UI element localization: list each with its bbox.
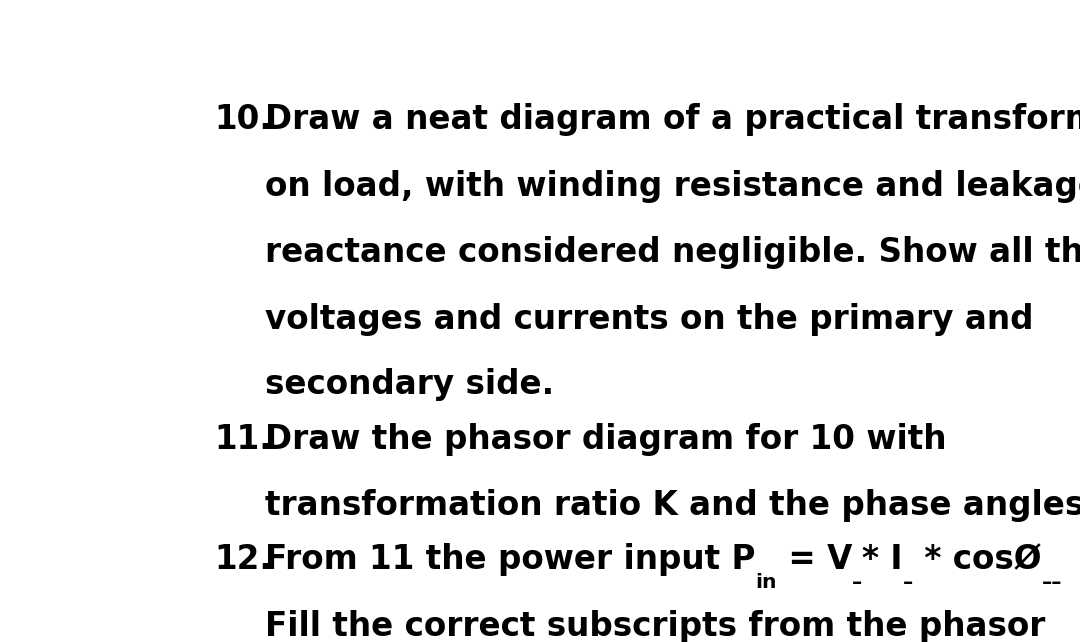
Text: = V: = V (777, 543, 852, 576)
Text: 10.: 10. (215, 103, 272, 136)
Text: transformation ratio K and the phase angles.: transformation ratio K and the phase ang… (265, 489, 1080, 521)
Text: * I: * I (862, 543, 903, 576)
Text: 11.: 11. (215, 423, 272, 456)
Text: secondary side.: secondary side. (265, 369, 554, 401)
Text: Draw a neat diagram of a practical transformer: Draw a neat diagram of a practical trans… (265, 103, 1080, 136)
Text: reactance considered negligible. Show all the: reactance considered negligible. Show al… (265, 236, 1080, 270)
Text: on load, with winding resistance and leakage: on load, with winding resistance and lea… (265, 169, 1080, 203)
Text: Draw the phasor diagram for 10 with: Draw the phasor diagram for 10 with (265, 423, 946, 456)
Text: 12.: 12. (215, 543, 272, 576)
Text: voltages and currents on the primary and: voltages and currents on the primary and (265, 303, 1034, 336)
Text: –: – (852, 573, 862, 592)
Text: * cosØ: * cosØ (913, 543, 1041, 576)
Text: in: in (755, 573, 777, 592)
Text: –: – (903, 573, 913, 592)
Text: From 11 the power input P: From 11 the power input P (265, 543, 755, 576)
Text: ––: –– (1041, 573, 1062, 592)
Text: .: . (1062, 543, 1080, 576)
Text: Fill the correct subscripts from the phasor: Fill the correct subscripts from the pha… (265, 610, 1045, 642)
